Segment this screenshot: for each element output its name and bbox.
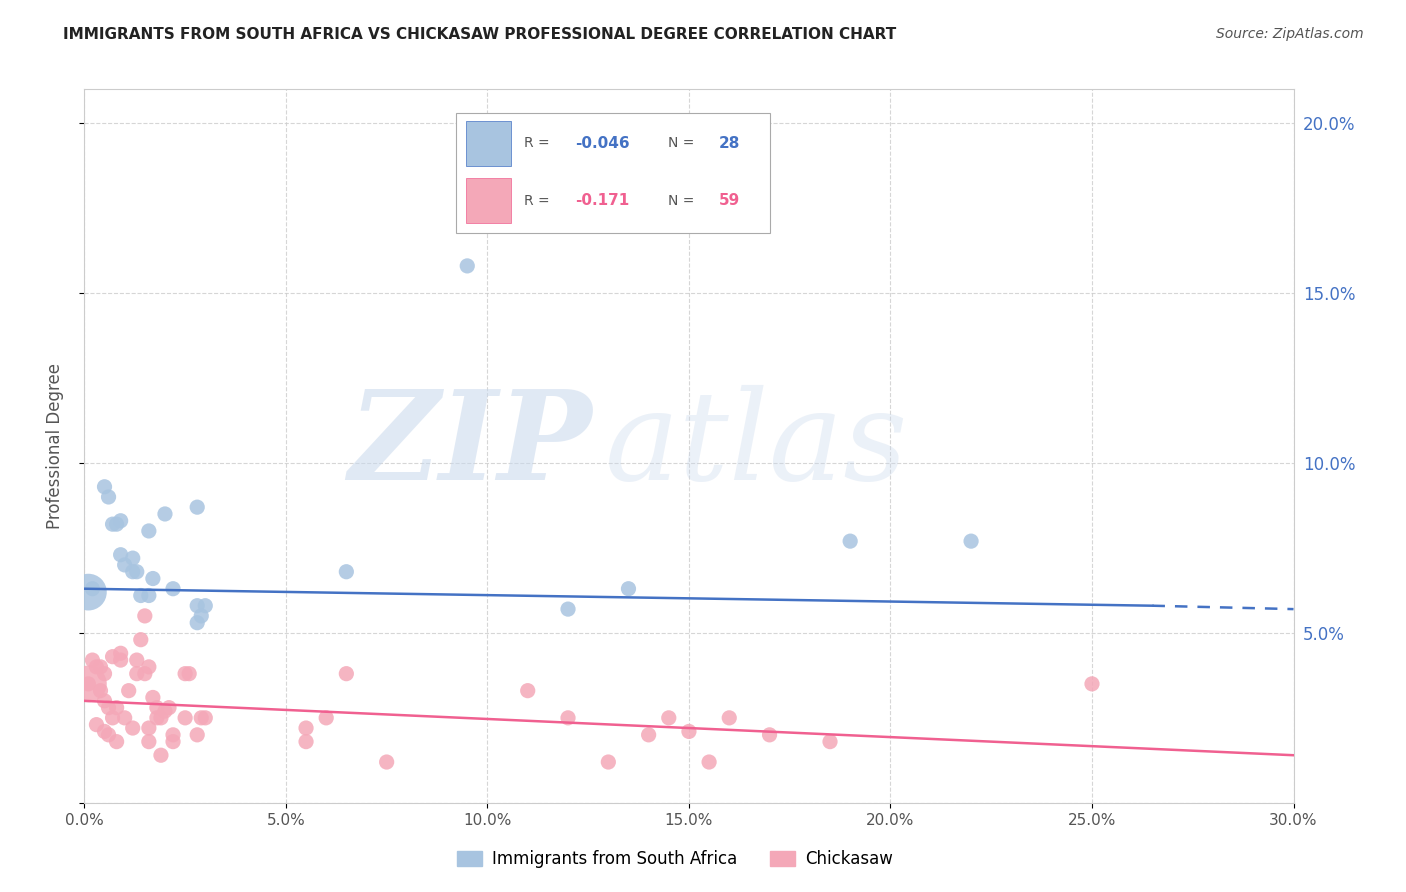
Point [149,748,172,763]
Point [138,524,160,538]
Point [138,589,160,603]
Point [93,480,115,494]
Point [557,602,579,616]
Point [190,608,212,623]
Point [162,734,184,748]
Point [186,599,208,613]
Text: IMMIGRANTS FROM SOUTH AFRICA VS CHICKASAW PROFESSIONAL DEGREE CORRELATION CHART: IMMIGRANTS FROM SOUTH AFRICA VS CHICKASA… [63,27,897,42]
Point [818,734,841,748]
Point [77,677,100,691]
Point [190,711,212,725]
Point [142,690,165,705]
Point [110,646,132,660]
Point [186,728,208,742]
Point [162,728,184,742]
Point [194,711,217,725]
Point [97,728,120,742]
Point [125,565,148,579]
Point [697,755,720,769]
Point [179,666,201,681]
Point [335,565,357,579]
Point [295,734,318,748]
Y-axis label: Professional Degree: Professional Degree [45,363,63,529]
Point [138,734,160,748]
Point [142,572,165,586]
Point [105,517,128,532]
Point [839,534,862,549]
Text: ZIP: ZIP [349,385,592,507]
Point [82,653,104,667]
Point [617,582,640,596]
Point [153,704,176,718]
Point [153,507,176,521]
Point [121,721,143,735]
Point [118,683,141,698]
Point [89,660,111,674]
Point [658,711,681,725]
Point [758,728,780,742]
Point [162,582,184,596]
Point [134,608,156,623]
Point [125,653,148,667]
Point [598,755,620,769]
Point [678,724,700,739]
Point [557,711,579,725]
Point [129,589,152,603]
Point [146,711,169,725]
Point [101,517,124,532]
Text: Source: ZipAtlas.com: Source: ZipAtlas.com [1216,27,1364,41]
Point [105,734,128,748]
Point [174,711,197,725]
Point [138,660,160,674]
Point [637,728,659,742]
Point [146,700,169,714]
Point [93,666,115,681]
Point [456,259,478,273]
Point [105,700,128,714]
Point [101,711,124,725]
Point [110,514,132,528]
Point [335,666,357,681]
Point [110,653,132,667]
Point [129,632,152,647]
Point [157,700,180,714]
Point [718,711,741,725]
Point [86,717,108,731]
Point [82,582,104,596]
Point [516,683,538,698]
Point [121,565,143,579]
Point [125,666,148,681]
Point [77,585,100,599]
Point [97,490,120,504]
Point [93,694,115,708]
Point [194,599,217,613]
Point [375,755,398,769]
Legend: Immigrants from South Africa, Chickasaw: Immigrants from South Africa, Chickasaw [450,844,900,875]
Point [295,721,318,735]
Point [174,666,197,681]
Point [315,711,337,725]
Point [86,660,108,674]
Point [121,551,143,566]
Point [960,534,983,549]
Point [101,649,124,664]
Point [89,683,111,698]
Point [114,558,136,572]
Point [1081,677,1104,691]
Point [93,724,115,739]
Point [186,615,208,630]
Point [77,677,100,691]
Point [149,711,172,725]
Point [114,711,136,725]
Point [186,500,208,515]
Text: atlas: atlas [605,385,908,507]
Point [138,721,160,735]
Point [134,666,156,681]
Point [110,548,132,562]
Point [97,700,120,714]
